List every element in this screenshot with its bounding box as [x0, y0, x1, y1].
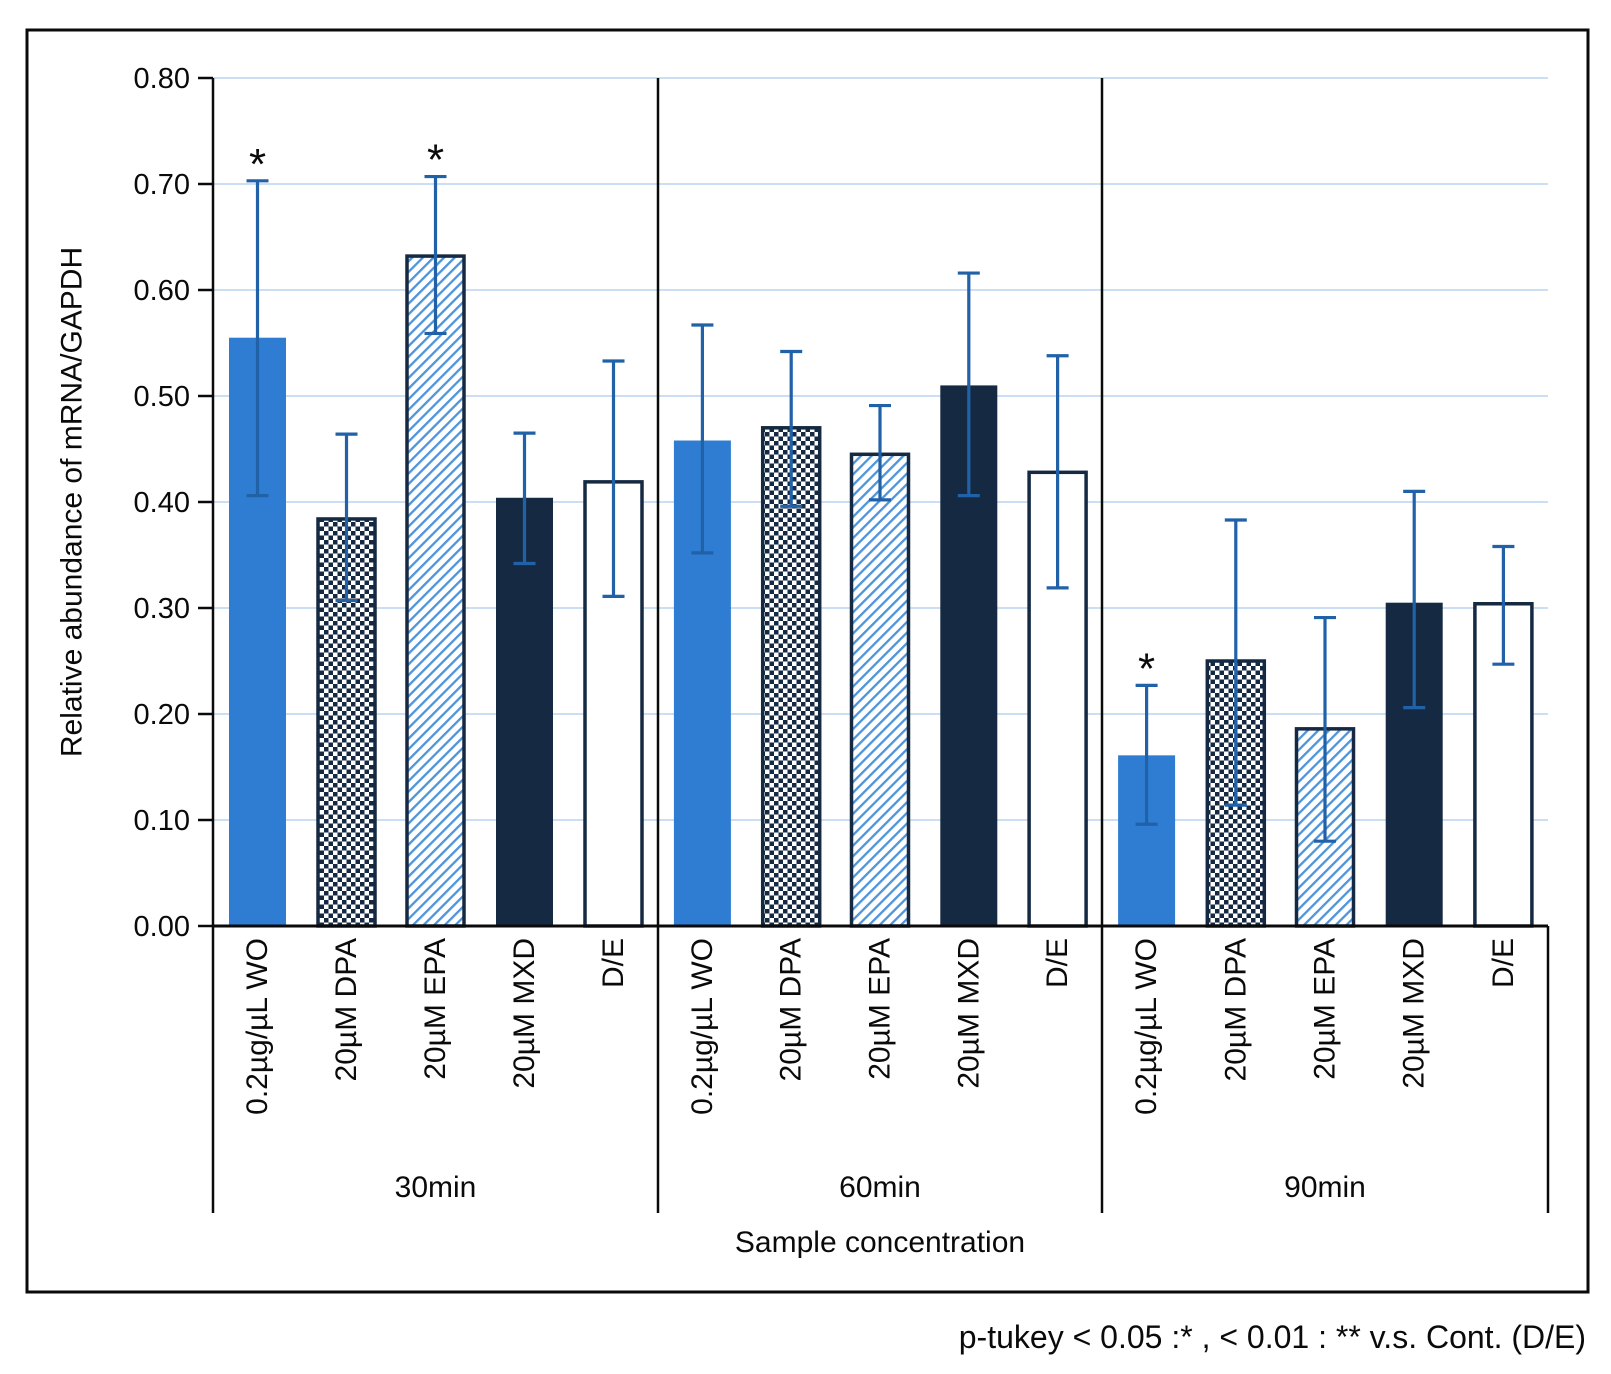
bar-label: 20µM EPA	[1309, 938, 1342, 1080]
bar-label: 0.2µg/µL WO	[1130, 938, 1163, 1115]
bar-label: 20µM DPA	[775, 938, 808, 1081]
group-label: 30min	[395, 1171, 477, 1204]
bar-60min-3	[849, 452, 911, 928]
bar-90min-5	[1473, 602, 1534, 928]
bar-label: 20µM EPA	[864, 938, 897, 1080]
y-tick-label: 0.10	[134, 805, 190, 837]
bar-label: 20µM MXD	[508, 938, 541, 1089]
y-tick-label: 0.50	[134, 381, 190, 413]
caption: p-tukey < 0.05 :* , < 0.01 : ** v.s. Con…	[959, 1319, 1586, 1355]
y-axis-title: Relative abundance of mRNA/GAPDH	[56, 247, 89, 757]
bar-label: 20µM EPA	[419, 938, 452, 1080]
bar-label: 20µM MXD	[952, 938, 985, 1089]
significance-asterisk: *	[1138, 644, 1155, 693]
bar-label: D/E	[597, 938, 630, 988]
y-tick-label: 0.60	[134, 275, 190, 307]
y-tick-label: 0.20	[134, 699, 190, 731]
y-tick-label: 0.00	[134, 911, 190, 943]
bar-label: 0.2µg/µL WO	[686, 938, 719, 1115]
y-tick-label: 0.70	[134, 169, 190, 201]
x-axis-title: Sample concentration	[735, 1226, 1025, 1259]
significance-asterisk: *	[249, 140, 266, 189]
bar-60min-2	[760, 426, 822, 928]
bar-label: 20µM DPA	[330, 938, 363, 1081]
bar-30min-3	[405, 254, 466, 928]
y-tick-label: 0.30	[134, 593, 190, 625]
bar-30min-4	[496, 497, 553, 926]
bar-label: 0.2µg/µL WO	[241, 938, 274, 1115]
bar-label: 20µM MXD	[1398, 938, 1431, 1089]
y-tick-label: 0.80	[134, 63, 190, 95]
bar-label: D/E	[1041, 938, 1074, 988]
chart-generated-content: * 0.2µg/µL WO 20µM DPA * 20µM EPA 20µM MXD D/E…	[134, 63, 1550, 1213]
group-label: 90min	[1284, 1171, 1366, 1204]
bar-label: 20µM DPA	[1219, 938, 1252, 1081]
significance-asterisk: *	[427, 136, 444, 185]
group-label: 60min	[839, 1171, 921, 1204]
bar-label: D/E	[1487, 938, 1520, 988]
y-tick-label: 0.40	[134, 487, 190, 519]
